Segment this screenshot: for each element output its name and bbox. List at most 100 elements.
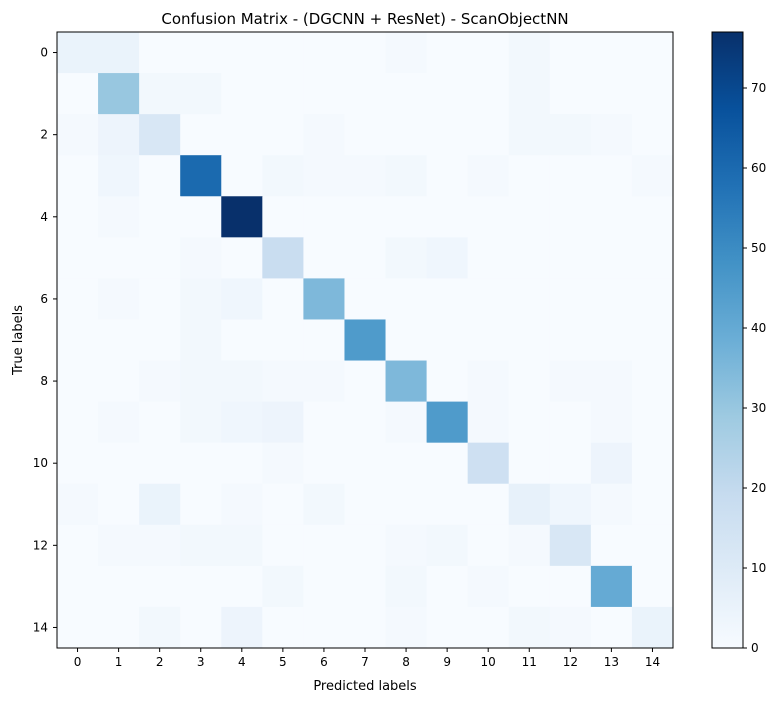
heatmap-cell bbox=[303, 73, 345, 115]
heatmap-cell bbox=[508, 319, 551, 362]
heatmap-cell bbox=[98, 114, 140, 156]
heatmap-cell bbox=[262, 524, 304, 567]
heatmap-cell bbox=[508, 442, 551, 485]
heatmap-cell bbox=[303, 401, 345, 444]
heatmap-cell bbox=[221, 155, 263, 197]
heatmap-cell bbox=[180, 196, 222, 238]
heatmap-cell bbox=[385, 73, 428, 115]
heatmap-cell bbox=[98, 319, 140, 362]
heatmap-cell bbox=[590, 155, 633, 197]
heatmap-cell bbox=[262, 360, 304, 403]
heatmap-cell bbox=[98, 73, 140, 115]
heatmap-cell bbox=[303, 565, 345, 608]
heatmap-cell bbox=[344, 155, 387, 197]
heatmap-cell bbox=[590, 237, 633, 279]
x-tick-label: 7 bbox=[361, 655, 369, 669]
heatmap-cell bbox=[139, 114, 181, 156]
x-tick-label: 12 bbox=[563, 655, 578, 669]
heatmap-cell bbox=[590, 442, 633, 485]
heatmap-cell bbox=[426, 483, 469, 526]
heatmap-cell bbox=[590, 196, 633, 238]
heatmap-cell bbox=[385, 524, 428, 567]
heatmap-cell bbox=[180, 565, 222, 608]
heatmap-cell bbox=[631, 483, 674, 526]
heatmap-cell bbox=[385, 483, 428, 526]
y-tick-label: 10 bbox=[33, 456, 48, 470]
heatmap-cell bbox=[590, 483, 633, 526]
heatmap-cell bbox=[180, 73, 222, 115]
heatmap-cell bbox=[180, 483, 222, 526]
heatmap-cell bbox=[262, 483, 304, 526]
heatmap-cell bbox=[262, 73, 304, 115]
heatmap-cell bbox=[262, 606, 304, 649]
heatmap-cell bbox=[426, 442, 469, 485]
y-tick-label: 0 bbox=[40, 46, 48, 60]
heatmap-cell bbox=[549, 73, 592, 115]
heatmap-cell bbox=[631, 196, 674, 238]
heatmap-cell bbox=[262, 196, 304, 238]
heatmap-cell bbox=[631, 319, 674, 362]
x-tick-label: 14 bbox=[645, 655, 660, 669]
heatmap-cell bbox=[590, 565, 633, 608]
heatmap-cell bbox=[631, 278, 674, 320]
heatmap-cell bbox=[262, 32, 304, 74]
heatmap-cell bbox=[139, 524, 181, 567]
heatmap-cell bbox=[139, 483, 181, 526]
heatmap-cell bbox=[631, 360, 674, 403]
heatmap-cell bbox=[98, 442, 140, 485]
heatmap-cell bbox=[344, 319, 387, 362]
heatmap-cell bbox=[221, 401, 263, 444]
heatmap-cell bbox=[57, 401, 99, 444]
heatmap-cell bbox=[508, 73, 551, 115]
heatmap-cell bbox=[344, 483, 387, 526]
heatmap-cell bbox=[180, 155, 222, 197]
heatmap-cell bbox=[139, 360, 181, 403]
heatmap-cell bbox=[385, 155, 428, 197]
x-axis-ticks: 0 1 2 3 4 5 6 7 8 9 10 11 12 13 14 bbox=[74, 648, 660, 669]
heatmap-cell bbox=[303, 32, 345, 74]
heatmap-cell bbox=[508, 565, 551, 608]
x-tick-label: 5 bbox=[279, 655, 287, 669]
heatmap-cell bbox=[303, 155, 345, 197]
heatmap-cell bbox=[508, 237, 551, 279]
heatmap-cell bbox=[221, 114, 263, 156]
heatmap-cell bbox=[590, 524, 633, 567]
heatmap-cell bbox=[139, 606, 181, 649]
x-tick-label: 9 bbox=[443, 655, 451, 669]
heatmap-cell bbox=[385, 442, 428, 485]
heatmap-cell bbox=[262, 155, 304, 197]
heatmap-cell bbox=[98, 237, 140, 279]
heatmap-cell bbox=[344, 360, 387, 403]
heatmap-cell bbox=[467, 155, 510, 197]
heatmap-cell bbox=[426, 237, 469, 279]
heatmap-cell bbox=[303, 524, 345, 567]
x-tick-label: 13 bbox=[604, 655, 619, 669]
heatmap-cell bbox=[385, 196, 428, 238]
heatmap-cell bbox=[508, 278, 551, 320]
heatmap-cell bbox=[180, 524, 222, 567]
y-tick-label: 14 bbox=[33, 620, 48, 634]
colorbar-ticks: 0 10 20 30 40 50 60 70 bbox=[743, 81, 766, 655]
heatmap-cell bbox=[180, 237, 222, 279]
heatmap-cells bbox=[57, 32, 674, 649]
heatmap-cell bbox=[549, 319, 592, 362]
heatmap-cell bbox=[426, 319, 469, 362]
heatmap-cell bbox=[508, 401, 551, 444]
heatmap-cell bbox=[139, 237, 181, 279]
colorbar-tick-label: 60 bbox=[751, 161, 766, 175]
heatmap-cell bbox=[549, 565, 592, 608]
heatmap-cell bbox=[180, 442, 222, 485]
heatmap-cell bbox=[385, 606, 428, 649]
heatmap-cell bbox=[180, 114, 222, 156]
heatmap-cell bbox=[467, 319, 510, 362]
heatmap-cell bbox=[262, 114, 304, 156]
heatmap-cell bbox=[549, 483, 592, 526]
heatmap-cell bbox=[344, 73, 387, 115]
heatmap-cell bbox=[385, 565, 428, 608]
heatmap-cell bbox=[344, 114, 387, 156]
heatmap-cell bbox=[57, 155, 99, 197]
heatmap-cell bbox=[262, 237, 304, 279]
heatmap-cell bbox=[590, 73, 633, 115]
heatmap-cell bbox=[57, 565, 99, 608]
